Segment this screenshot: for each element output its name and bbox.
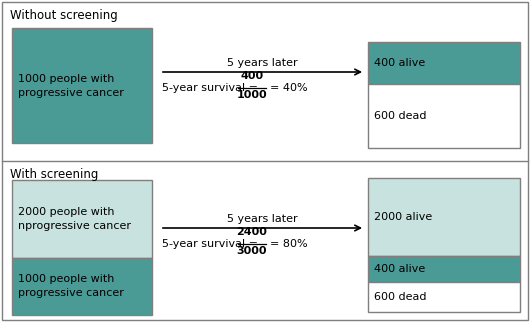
Text: 5 years later: 5 years later xyxy=(227,214,298,224)
Text: 400: 400 xyxy=(241,71,263,81)
Bar xyxy=(12,258,152,315)
Text: 5-year survival =: 5-year survival = xyxy=(162,239,261,249)
Text: 2000 people with
nprogressive cancer: 2000 people with nprogressive cancer xyxy=(18,207,131,231)
Bar xyxy=(12,180,152,258)
Text: Without screening: Without screening xyxy=(10,9,118,22)
Bar xyxy=(368,178,520,256)
Text: 5-year survival =: 5-year survival = xyxy=(162,83,261,93)
Text: 2000 alive: 2000 alive xyxy=(374,212,432,222)
Text: 600 dead: 600 dead xyxy=(374,111,427,121)
Text: 400 alive: 400 alive xyxy=(374,58,425,68)
Text: 5 years later: 5 years later xyxy=(227,58,298,68)
Text: 400 alive: 400 alive xyxy=(374,264,425,274)
Bar xyxy=(12,28,152,143)
Bar xyxy=(368,282,520,312)
Text: 1000: 1000 xyxy=(237,90,267,100)
Text: = 40%: = 40% xyxy=(270,83,307,93)
Text: = 80%: = 80% xyxy=(270,239,307,249)
Text: 600 dead: 600 dead xyxy=(374,292,427,302)
Bar xyxy=(368,84,520,148)
Text: With screening: With screening xyxy=(10,168,99,181)
Text: 1000 people with
progressive cancer: 1000 people with progressive cancer xyxy=(18,73,124,98)
Text: 1000 people with
progressive cancer: 1000 people with progressive cancer xyxy=(18,274,124,298)
Text: 3000: 3000 xyxy=(237,246,267,256)
Bar xyxy=(368,42,520,84)
Text: 2400: 2400 xyxy=(236,227,268,237)
Bar xyxy=(368,256,520,282)
